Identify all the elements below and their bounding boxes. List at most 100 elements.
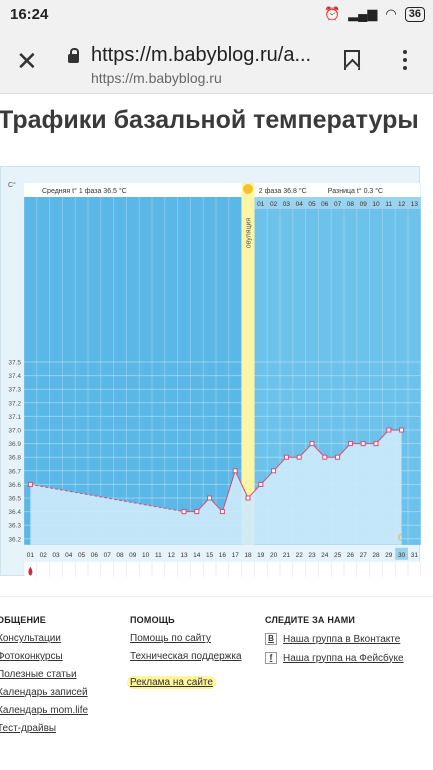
bbt-chart: 37.5 37.4 37.3 37.2 37.1 37.0 36.9 36.8 36.7 36.6… — [0, 166, 421, 577]
footer-link[interactable]: Консультации — [0, 633, 61, 644]
y-tick-label: 36.2 — [8, 536, 21, 543]
footer-col-help: ПОМОЩЬ Помощь по сайту Техническая подде… — [127, 615, 242, 695]
fb-label: Наша группа на Фейсбуке — [283, 652, 404, 664]
temperature-point — [258, 481, 264, 487]
cycle-day-label: 31 — [411, 552, 419, 559]
cycle-day-label: 12 — [168, 552, 176, 559]
top-day-label: 03 — [283, 201, 291, 208]
footer-link[interactable]: Календарь mom.life — [0, 705, 89, 716]
footer-link[interactable]: Тест-драйвы — [0, 723, 57, 734]
cycle-day-label: 07 — [104, 552, 112, 559]
cycle-day-label: 30 — [398, 552, 406, 559]
cycle-day-label: 14 — [193, 552, 201, 559]
ovulation-sun-icon — [243, 184, 253, 194]
ovulation-column — [241, 183, 255, 545]
status-icons: ⏰ ▂▄▆ ◠ 36 — [324, 6, 425, 22]
facebook-icon: f — [265, 652, 277, 664]
cycle-day-label: 13 — [180, 552, 188, 559]
footer-col-community: ОБЩЕНИЕ Консультации Фотоконкурсы Полезн… — [0, 615, 88, 741]
cycle-day-label: 24 — [321, 552, 329, 559]
temperature-point — [309, 441, 315, 447]
top-day-label: 04 — [296, 201, 304, 208]
status-bar: 16:24 ⏰ ▂▄▆ ◠ 36 — [0, 0, 433, 30]
y-tick-label: 36.6 — [8, 482, 21, 489]
diff-label: Разница t° 0.3 °C — [328, 187, 383, 195]
page-title: Трафики базальной температуры — [0, 106, 419, 134]
header-bar — [24, 183, 421, 197]
clock: 16:24 — [10, 6, 49, 23]
footer-heading: СЛЕДИТЕ ЗА НАМИ — [265, 615, 356, 625]
vk-link[interactable]: B Наша группа в Вконтакте — [265, 633, 404, 645]
footer-link[interactable]: Помощь по сайту — [130, 633, 211, 644]
more-menu-icon[interactable] — [403, 50, 407, 70]
vk-icon: B — [265, 633, 277, 645]
footer-link[interactable]: Полезные статьи — [0, 669, 77, 680]
ovulation-label: овуляция — [246, 218, 253, 249]
battery-icon: 36 — [404, 6, 425, 22]
cycle-day-label: 27 — [360, 552, 368, 559]
cycle-day-label: 28 — [372, 552, 380, 559]
cycle-day-label: 21 — [283, 552, 291, 559]
temperature-point — [322, 454, 328, 460]
temperature-point — [296, 454, 302, 460]
url-text[interactable]: https://m.babyblog.ru/a... — [91, 44, 312, 66]
y-tick-label: 37.4 — [8, 373, 21, 380]
bookmark-icon[interactable] — [344, 50, 360, 70]
top-day-label: 02 — [270, 201, 278, 208]
y-tick-label: 37.0 — [8, 428, 21, 435]
temperature-point — [207, 495, 213, 501]
top-day-label: 01 — [257, 201, 265, 208]
cycle-day-label: 06 — [91, 552, 99, 559]
footer-heading: ПОМОЩЬ — [130, 615, 175, 625]
temperature-point — [283, 454, 289, 460]
phase1-label: Средняя t° 1 фаза 36.5 °C — [42, 187, 127, 195]
cycle-day-label: 20 — [270, 552, 278, 559]
temperature-point — [386, 427, 392, 433]
cycle-day-label: 04 — [65, 552, 73, 559]
temperature-area — [30, 430, 402, 545]
lock-icon — [68, 48, 79, 63]
temperature-gap-line — [30, 483, 185, 513]
footer-link[interactable]: Календарь записей — [0, 687, 88, 698]
vk-label: Наша группа в Вконтакте — [283, 633, 401, 645]
footer-link[interactable]: Фотоконкурсы — [0, 651, 63, 662]
host-text: https://m.babyblog.ru — [91, 70, 222, 86]
temperature-point — [373, 441, 379, 447]
temperature-point — [194, 509, 200, 515]
y-tick-label: 37.1 — [8, 414, 21, 421]
fb-link[interactable]: f Наша группа на Фейсбуке — [265, 652, 404, 664]
footer-link-ads[interactable]: Реклама на сайте — [127, 676, 242, 689]
y-tick-label: 36.7 — [8, 468, 21, 475]
symptoms-area — [24, 561, 421, 577]
signal-icon: ▂▄▆ — [348, 6, 378, 21]
lunar-moon-icon: ☾ — [397, 533, 406, 544]
footer-col-social: СЛЕДИТЕ ЗА НАМИ B Наша группа в Вконтакте… — [265, 615, 404, 671]
y-tick-label: 37.3 — [8, 387, 21, 394]
cycle-day-label: 02 — [40, 552, 48, 559]
footer-link[interactable]: Техническая поддержка — [130, 651, 242, 662]
chart-svg: 37.5 37.4 37.3 37.2 37.1 37.0 36.9 36.8 36.7 36.6… — [8, 181, 421, 577]
close-icon[interactable]: ✕ — [16, 46, 38, 76]
top-day-label: 13 — [411, 201, 419, 208]
cycle-day-label: 29 — [385, 552, 393, 559]
top-day-label: 05 — [308, 201, 316, 208]
highlight: Реклама на сайте — [127, 676, 216, 689]
top-day-label: 06 — [321, 201, 329, 208]
footer-heading: ОБЩЕНИЕ — [0, 615, 47, 625]
cycle-day-label: 09 — [129, 552, 137, 559]
cycle-day-label: 16 — [219, 552, 227, 559]
cycle-day-label: 23 — [308, 552, 316, 559]
top-day-label: 10 — [372, 201, 380, 208]
cycle-day-label: 10 — [142, 552, 150, 559]
top-day-label: 12 — [398, 201, 406, 208]
cycle-day-label: 22 — [296, 552, 304, 559]
temperature-point — [219, 509, 225, 515]
y-tick-label: 36.4 — [8, 509, 21, 516]
top-day-label: 09 — [360, 201, 368, 208]
cycle-day-label: 01 — [27, 552, 35, 559]
phase2-label: 2 фаза 36.8 °C — [259, 187, 307, 195]
cycle-day-label: 05 — [78, 552, 86, 559]
alarm-icon: ⏰ — [324, 6, 341, 21]
temperature-point — [27, 481, 33, 487]
cycle-day-label: 03 — [52, 552, 60, 559]
